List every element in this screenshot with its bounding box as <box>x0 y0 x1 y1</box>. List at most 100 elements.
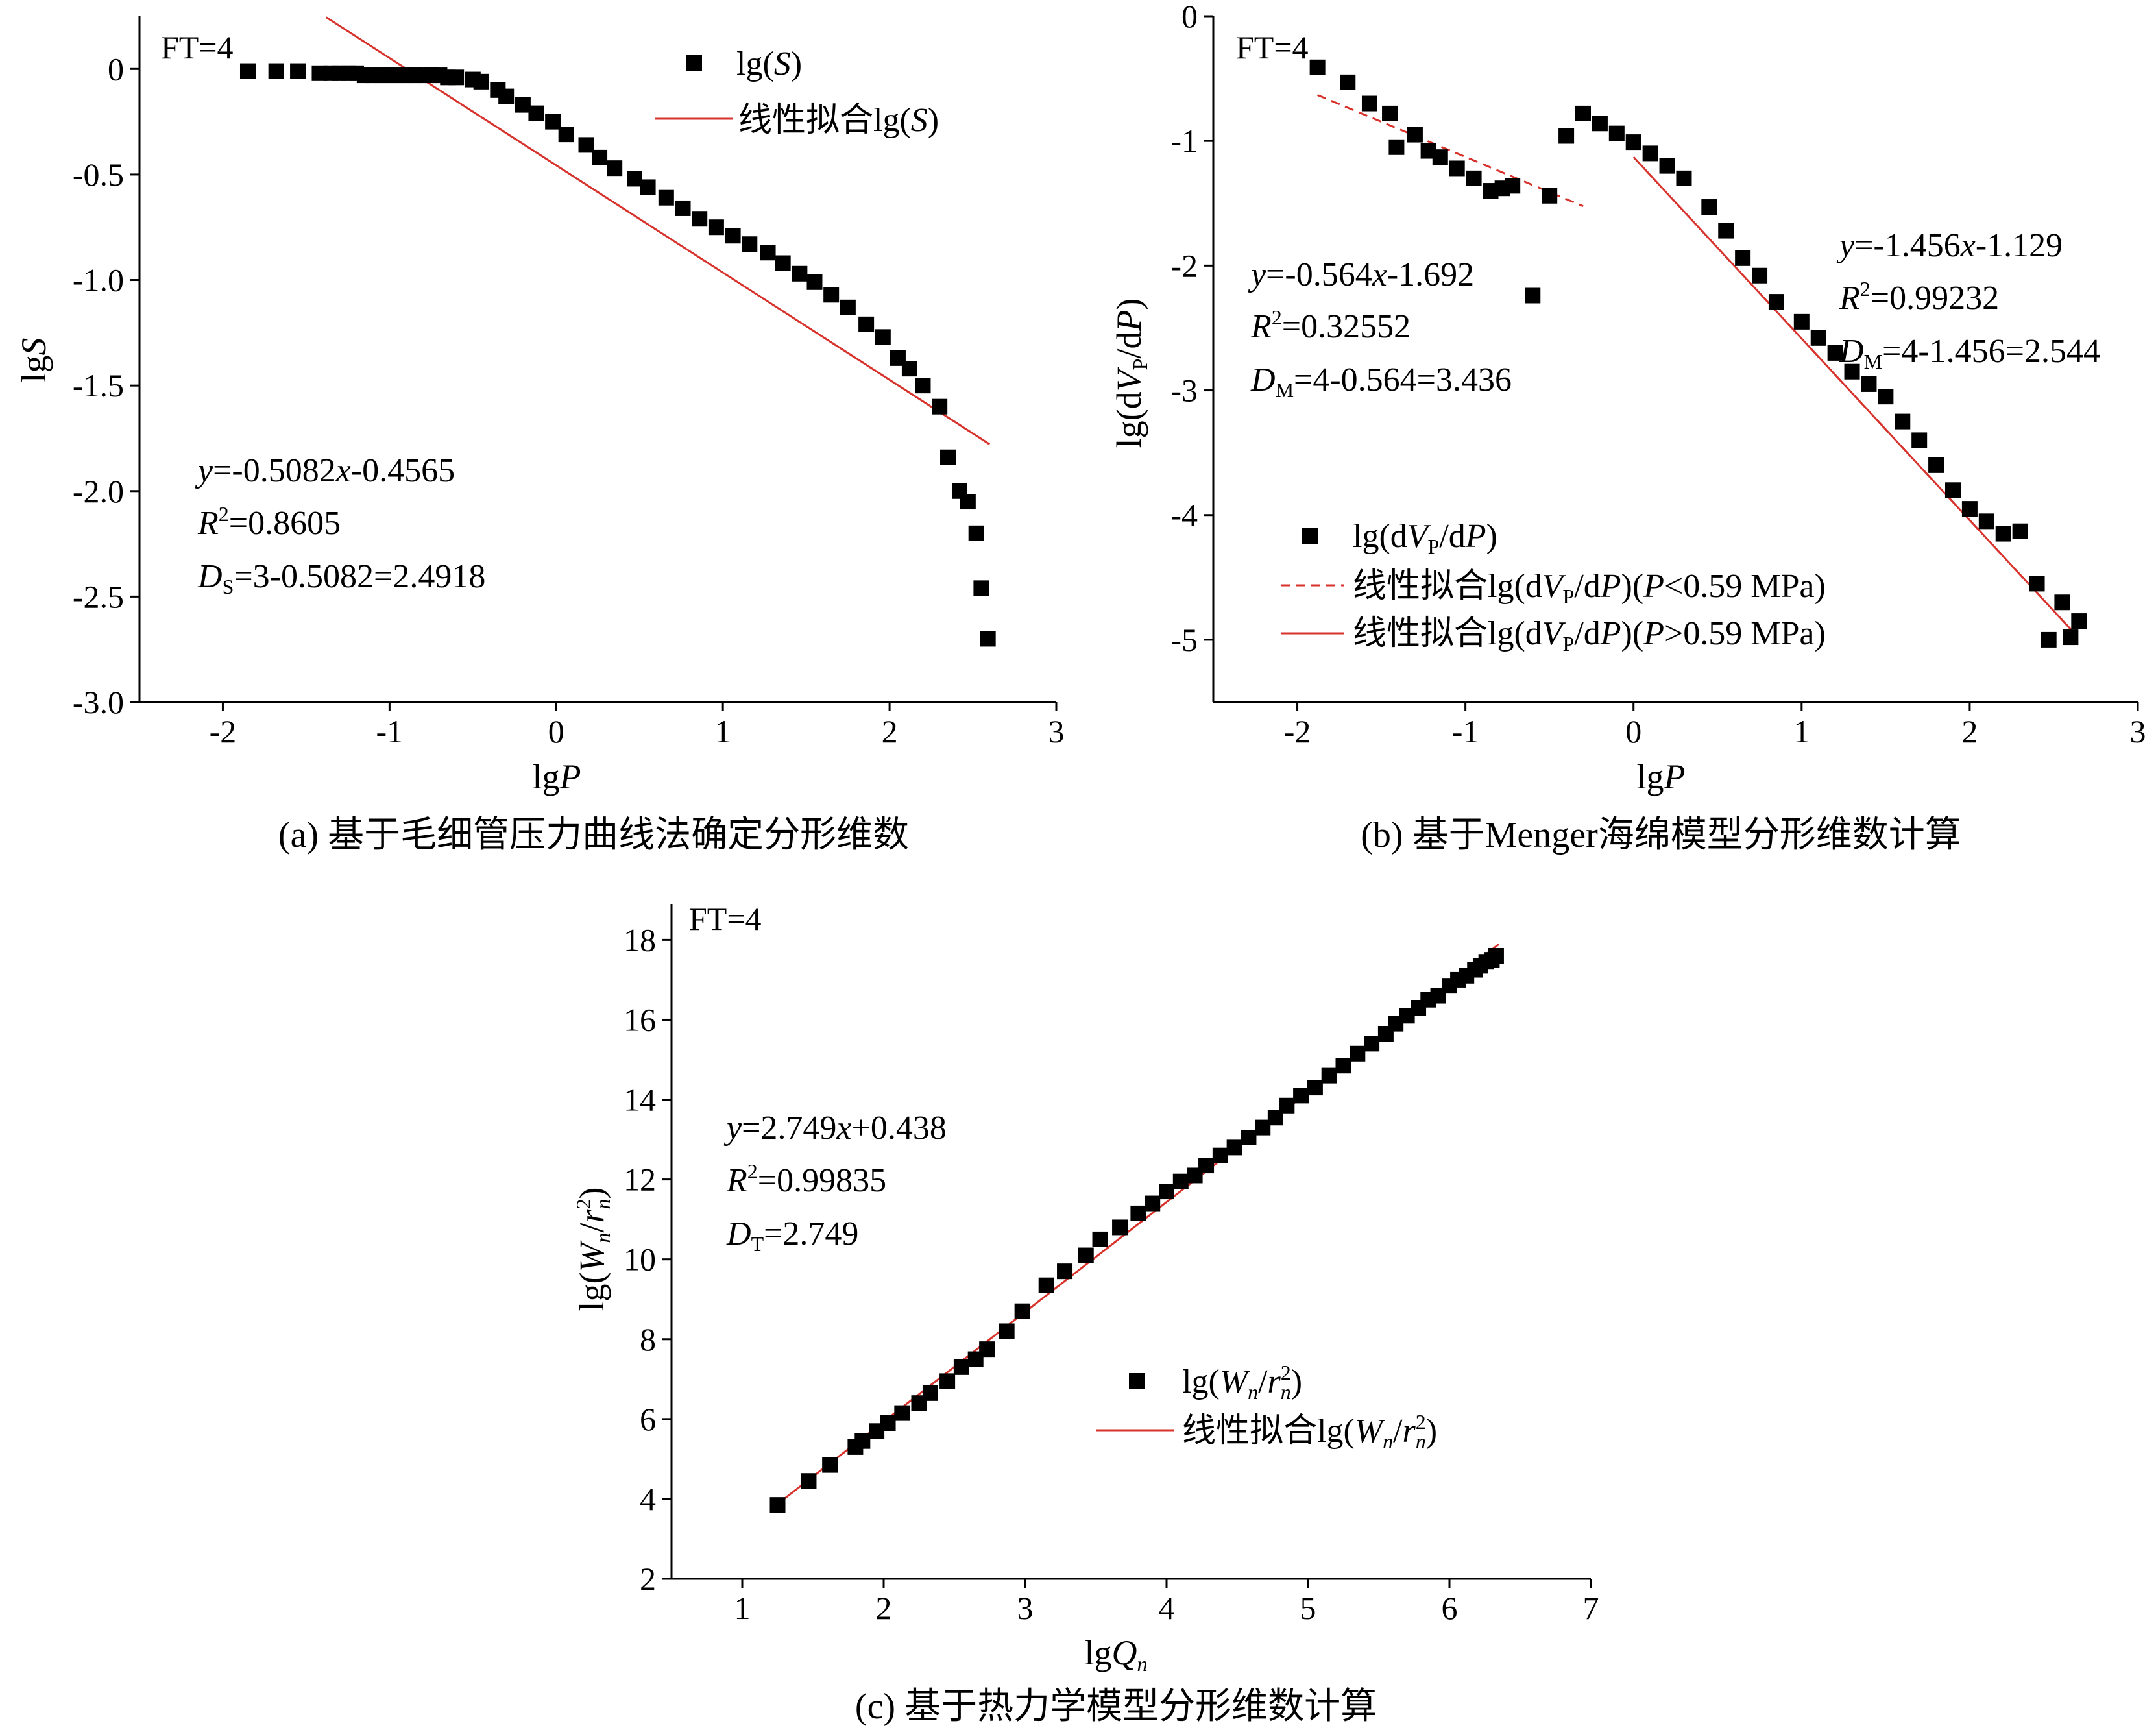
panel-c-data-point <box>1078 1247 1094 1263</box>
panel-a-data-point <box>515 97 531 113</box>
panel-c-data-point <box>1038 1277 1054 1293</box>
panel-a-data-point <box>627 171 643 187</box>
panel-c-x-ticks: 1 2 3 4 5 6 7 <box>734 1579 1599 1626</box>
panel-a-y-tick-label: -0.5 <box>73 156 124 193</box>
panel-c-data-point <box>1145 1195 1161 1212</box>
panel-b-data-point <box>1911 432 1928 448</box>
panel-b-data-point <box>1735 250 1751 266</box>
panel-b-data-point <box>1768 294 1784 310</box>
panel-c-data-point <box>854 1433 871 1449</box>
panel-b-r2-left: R2=0.32552 <box>1250 306 1411 345</box>
panel-b-data-point <box>1718 223 1734 239</box>
panel-b-x-tick-label: 3 <box>2130 713 2146 749</box>
panel-c-y-ticks: 2 4 6 8 10 12 14 16 18 <box>624 921 672 1597</box>
panel-a-data-point <box>858 316 875 332</box>
panel-c-data-point <box>880 1415 896 1431</box>
panel-a-points <box>239 63 996 647</box>
panel-c-x-tick-label: 7 <box>1583 1590 1599 1626</box>
panel-c-data-point <box>939 1373 956 1389</box>
panel-b-data-point <box>1928 457 1944 473</box>
panel-a-data-point <box>940 449 956 465</box>
panel-c-legend: lg(Wn/r2 n) 线性拟合lg(Wn/r2 n) <box>1096 1361 1437 1453</box>
panel-c-y-title: lg(Wn/r2n) <box>572 1188 614 1311</box>
panel-b-data-point <box>1995 526 2011 542</box>
panel-b-data-point <box>2063 629 2079 646</box>
panel-c-corner-label: FT=4 <box>689 901 762 937</box>
panel-b-fit-line-2 <box>1632 156 2075 634</box>
panel-a-data-point <box>725 228 741 244</box>
panel-c-data-point <box>1279 1097 1295 1114</box>
panel-a-data-point <box>742 236 758 252</box>
panel-c-data-point <box>1057 1263 1073 1280</box>
panel-a-dimension: DS=3-0.5082=2.4918 <box>197 558 485 598</box>
panel-a-data-point <box>792 265 808 282</box>
panel-c-data-point <box>1159 1184 1174 1200</box>
panel-c-axes <box>670 904 1591 1580</box>
panel-a-x-tick-label: 1 <box>715 713 731 749</box>
panel-b-data-point <box>1844 363 1860 380</box>
panel-c-data-point <box>999 1323 1015 1339</box>
panel-b-data-point <box>1382 105 1398 121</box>
panel-b-legend-fit-low-label: 线性拟合lg(dVP/dP)(P<0.59 MPa) <box>1353 568 1826 608</box>
panel-a-equation: y=-0.5082x-0.4565 <box>195 452 455 489</box>
panel-b-x-tick-label: 1 <box>1793 713 1810 749</box>
panel-b-x-tick-label: 0 <box>1625 713 1641 749</box>
panel-b-y-tick-label: 0 <box>1181 0 1198 34</box>
panel-a-data-point <box>960 494 976 510</box>
panel-c-x-tick-label: 2 <box>876 1590 892 1626</box>
panel-a-y-tick-label: -1.5 <box>73 367 124 404</box>
panel-a-data-point <box>239 63 256 79</box>
panel-a-y-title: lgS <box>14 337 53 382</box>
panel-b-axes <box>1212 16 2138 703</box>
panel-a-y-tick-label: -1.0 <box>73 262 124 298</box>
panel-c-data-point <box>1488 948 1504 964</box>
panel-a-data-point <box>640 179 656 195</box>
panel-b-data-point <box>1309 59 1326 75</box>
panel-b-dimension-right: DM=4-1.456=2.544 <box>1839 333 2100 373</box>
panel-a-fit-lines <box>325 16 991 445</box>
panel-b-y-tick-label: -3 <box>1170 372 1198 409</box>
panel-a-y-tick-label: -3.0 <box>73 684 124 720</box>
panel-b-data-point <box>1466 170 1482 186</box>
panel-b-data-point <box>1701 199 1717 215</box>
panel-c-data-point <box>1226 1139 1242 1156</box>
panel-c-data-point <box>922 1385 938 1401</box>
panel-c-data-point <box>1307 1080 1323 1096</box>
panel-b-data-point <box>1592 116 1608 132</box>
panel-b-data-point <box>1895 413 1911 430</box>
panel-a-legend: lg(S) 线性拟合lg(S) <box>655 45 939 139</box>
panel-a-data-point <box>760 245 776 261</box>
panel-b-legend-marker-points <box>1302 528 1318 544</box>
panel-a-x-tick-label: 0 <box>548 713 564 749</box>
panel-a-data-point <box>473 73 489 90</box>
panel-b-data-point <box>1642 145 1658 162</box>
panel-a-axes <box>138 16 1056 703</box>
panel-a: -2 -1 0 1 2 3 0-0.5-1.0-1.5-2.0-2.5-3.0 FT=4 … <box>14 16 1065 855</box>
panel-c-y-tick-label: 2 <box>640 1561 656 1597</box>
panel-c-data-point <box>1350 1045 1366 1062</box>
panel-c-data-point <box>1130 1205 1146 1221</box>
panel-b-corner-label: FT=4 <box>1236 29 1309 66</box>
panel-a-data-point <box>607 160 623 177</box>
panel-b-y-tick-label: -4 <box>1170 497 1198 533</box>
panel-b-y-tick-label: -2 <box>1170 247 1198 284</box>
panel-b-legend-fit-high-label: 线性拟合lg(dVP/dP)(P>0.59 MPa) <box>1353 615 1826 655</box>
panel-c-x-tick-label: 4 <box>1159 1590 1175 1626</box>
panel-b-y-tick-label: -5 <box>1170 622 1198 658</box>
panel-a-data-point <box>823 287 840 303</box>
panel-b-data-point <box>2071 613 2087 629</box>
panel-c-y-tick-label: 16 <box>624 1001 656 1038</box>
panel-b-x-ticks: -2 -1 0 1 2 3 <box>1284 702 2146 749</box>
panel-b-x-title: lgP <box>1636 757 1685 796</box>
panel-a-data-point <box>268 63 284 79</box>
panel-b-data-point <box>1752 267 1768 284</box>
panel-a-data-point <box>775 255 791 271</box>
panel-b-data-point <box>2029 576 2045 592</box>
panel-b-data-point <box>1878 389 1894 405</box>
panel-b-data-point <box>2054 594 2070 611</box>
panel-a-data-point <box>932 398 948 415</box>
panel-c-y-tick-label: 18 <box>624 921 656 958</box>
panel-b-legend-points-label: lg(dVP/dP) <box>1353 518 1497 558</box>
